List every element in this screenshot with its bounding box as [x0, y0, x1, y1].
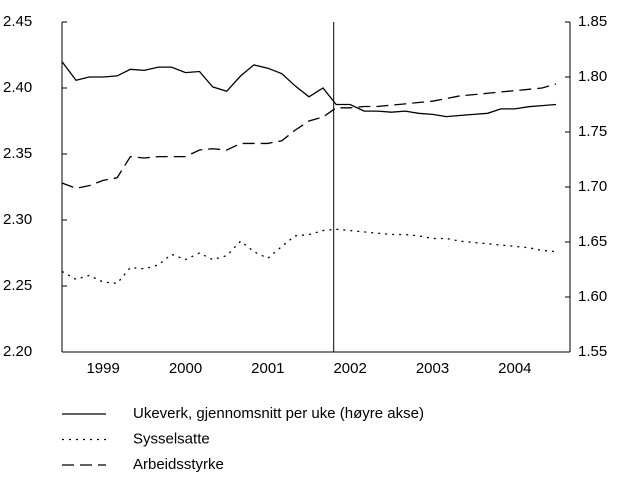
- y2-tick-label: 1.65: [578, 233, 607, 250]
- y-tick-label: 2.35: [3, 145, 32, 162]
- y-tick-label: 2.45: [3, 13, 32, 30]
- legend-label: Arbeidsstyrke: [133, 456, 224, 473]
- y2-tick-label: 1.55: [578, 343, 607, 360]
- y2-tick-label: 1.85: [578, 13, 607, 30]
- y2-tick-label: 1.80: [578, 68, 607, 85]
- y2-tick-label: 1.75: [578, 123, 607, 140]
- series-line: [61, 61, 557, 118]
- y-tick-label: 2.20: [3, 343, 32, 360]
- x-tick-label: 1999: [86, 360, 119, 377]
- legend-label: Ukeverk, gjennomsnitt per uke (høyre aks…: [133, 405, 424, 422]
- series-line: [61, 228, 557, 285]
- x-tick-label: 2002: [333, 360, 366, 377]
- x-tick-label: 2001: [251, 360, 284, 377]
- y-tick-label: 2.30: [3, 211, 32, 228]
- y2-tick-label: 1.70: [578, 178, 607, 195]
- series-line: [61, 83, 557, 189]
- y-tick-label: 2.25: [3, 277, 32, 294]
- x-tick-label: 2000: [169, 360, 202, 377]
- x-tick-label: 2004: [498, 360, 531, 377]
- x-tick-label: 2003: [416, 360, 449, 377]
- y-tick-label: 2.40: [3, 79, 32, 96]
- y2-tick-label: 1.60: [578, 288, 607, 305]
- legend-label: Sysselsatte: [133, 430, 210, 447]
